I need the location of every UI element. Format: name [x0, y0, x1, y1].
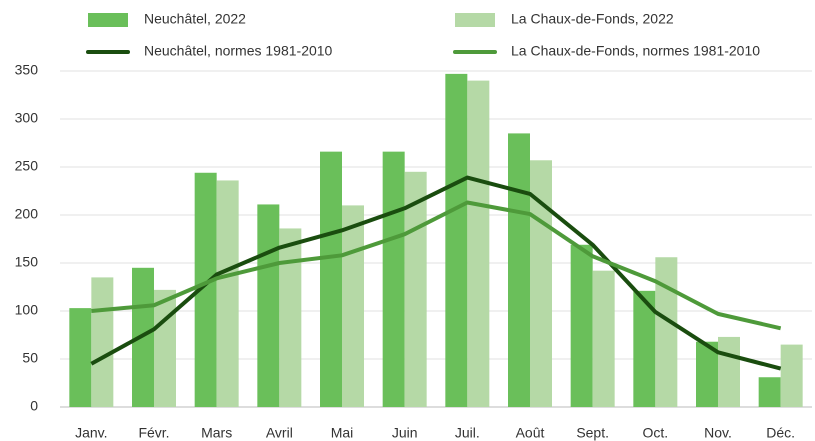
bar: [655, 257, 678, 407]
legend-label: La Chaux-de-Fonds, normes 1981-2010: [511, 43, 760, 59]
x-tick-label: Nov.: [704, 425, 732, 441]
x-tick-label: Sept.: [576, 425, 609, 441]
bar: [758, 377, 781, 407]
bar: [91, 277, 114, 407]
x-tick-label: Août: [516, 425, 545, 441]
bar: [633, 290, 656, 407]
bar: [592, 270, 615, 407]
bar: [718, 336, 740, 407]
x-tick-label: Juin: [392, 425, 418, 441]
bar: [780, 344, 803, 407]
legend-swatch: [88, 13, 128, 27]
y-tick-label: 100: [15, 302, 39, 318]
x-tick-label: Déc.: [766, 425, 795, 441]
y-tick-label: 0: [30, 398, 38, 414]
y-tick-label: 350: [15, 62, 39, 78]
bar: [696, 341, 718, 407]
bar: [508, 133, 530, 407]
legend-label: La Chaux-de-Fonds, 2022: [511, 11, 674, 27]
bar: [382, 151, 405, 407]
x-tick-label: Juil.: [455, 425, 480, 441]
bar: [467, 80, 490, 407]
y-tick-label: 200: [15, 206, 39, 222]
legend-label: Neuchâtel, normes 1981-2010: [144, 43, 333, 59]
y-tick-label: 300: [15, 110, 39, 126]
bar: [216, 180, 239, 407]
x-tick-label: Févr.: [138, 425, 169, 441]
bar: [279, 228, 302, 407]
bar: [320, 151, 342, 407]
x-tick-label: Janv.: [75, 425, 107, 441]
y-tick-label: 50: [22, 350, 38, 366]
line: [91, 200, 782, 331]
x-tick-label: Mars: [201, 425, 232, 441]
bar: [342, 205, 364, 407]
bar: [445, 73, 468, 407]
legend-swatch: [455, 13, 495, 27]
y-tick-label: 150: [15, 254, 39, 270]
bar: [194, 172, 217, 407]
y-tick-label: 250: [15, 158, 39, 174]
x-tick-label: Oct.: [642, 425, 668, 441]
legend-label: Neuchâtel, 2022: [144, 11, 246, 27]
bar: [69, 308, 92, 407]
bar: [154, 289, 176, 407]
bar: [257, 204, 280, 407]
x-tick-label: Mai: [331, 425, 354, 441]
bar: [570, 244, 593, 407]
bar: [530, 160, 552, 407]
x-tick-label: Avril: [266, 425, 293, 441]
